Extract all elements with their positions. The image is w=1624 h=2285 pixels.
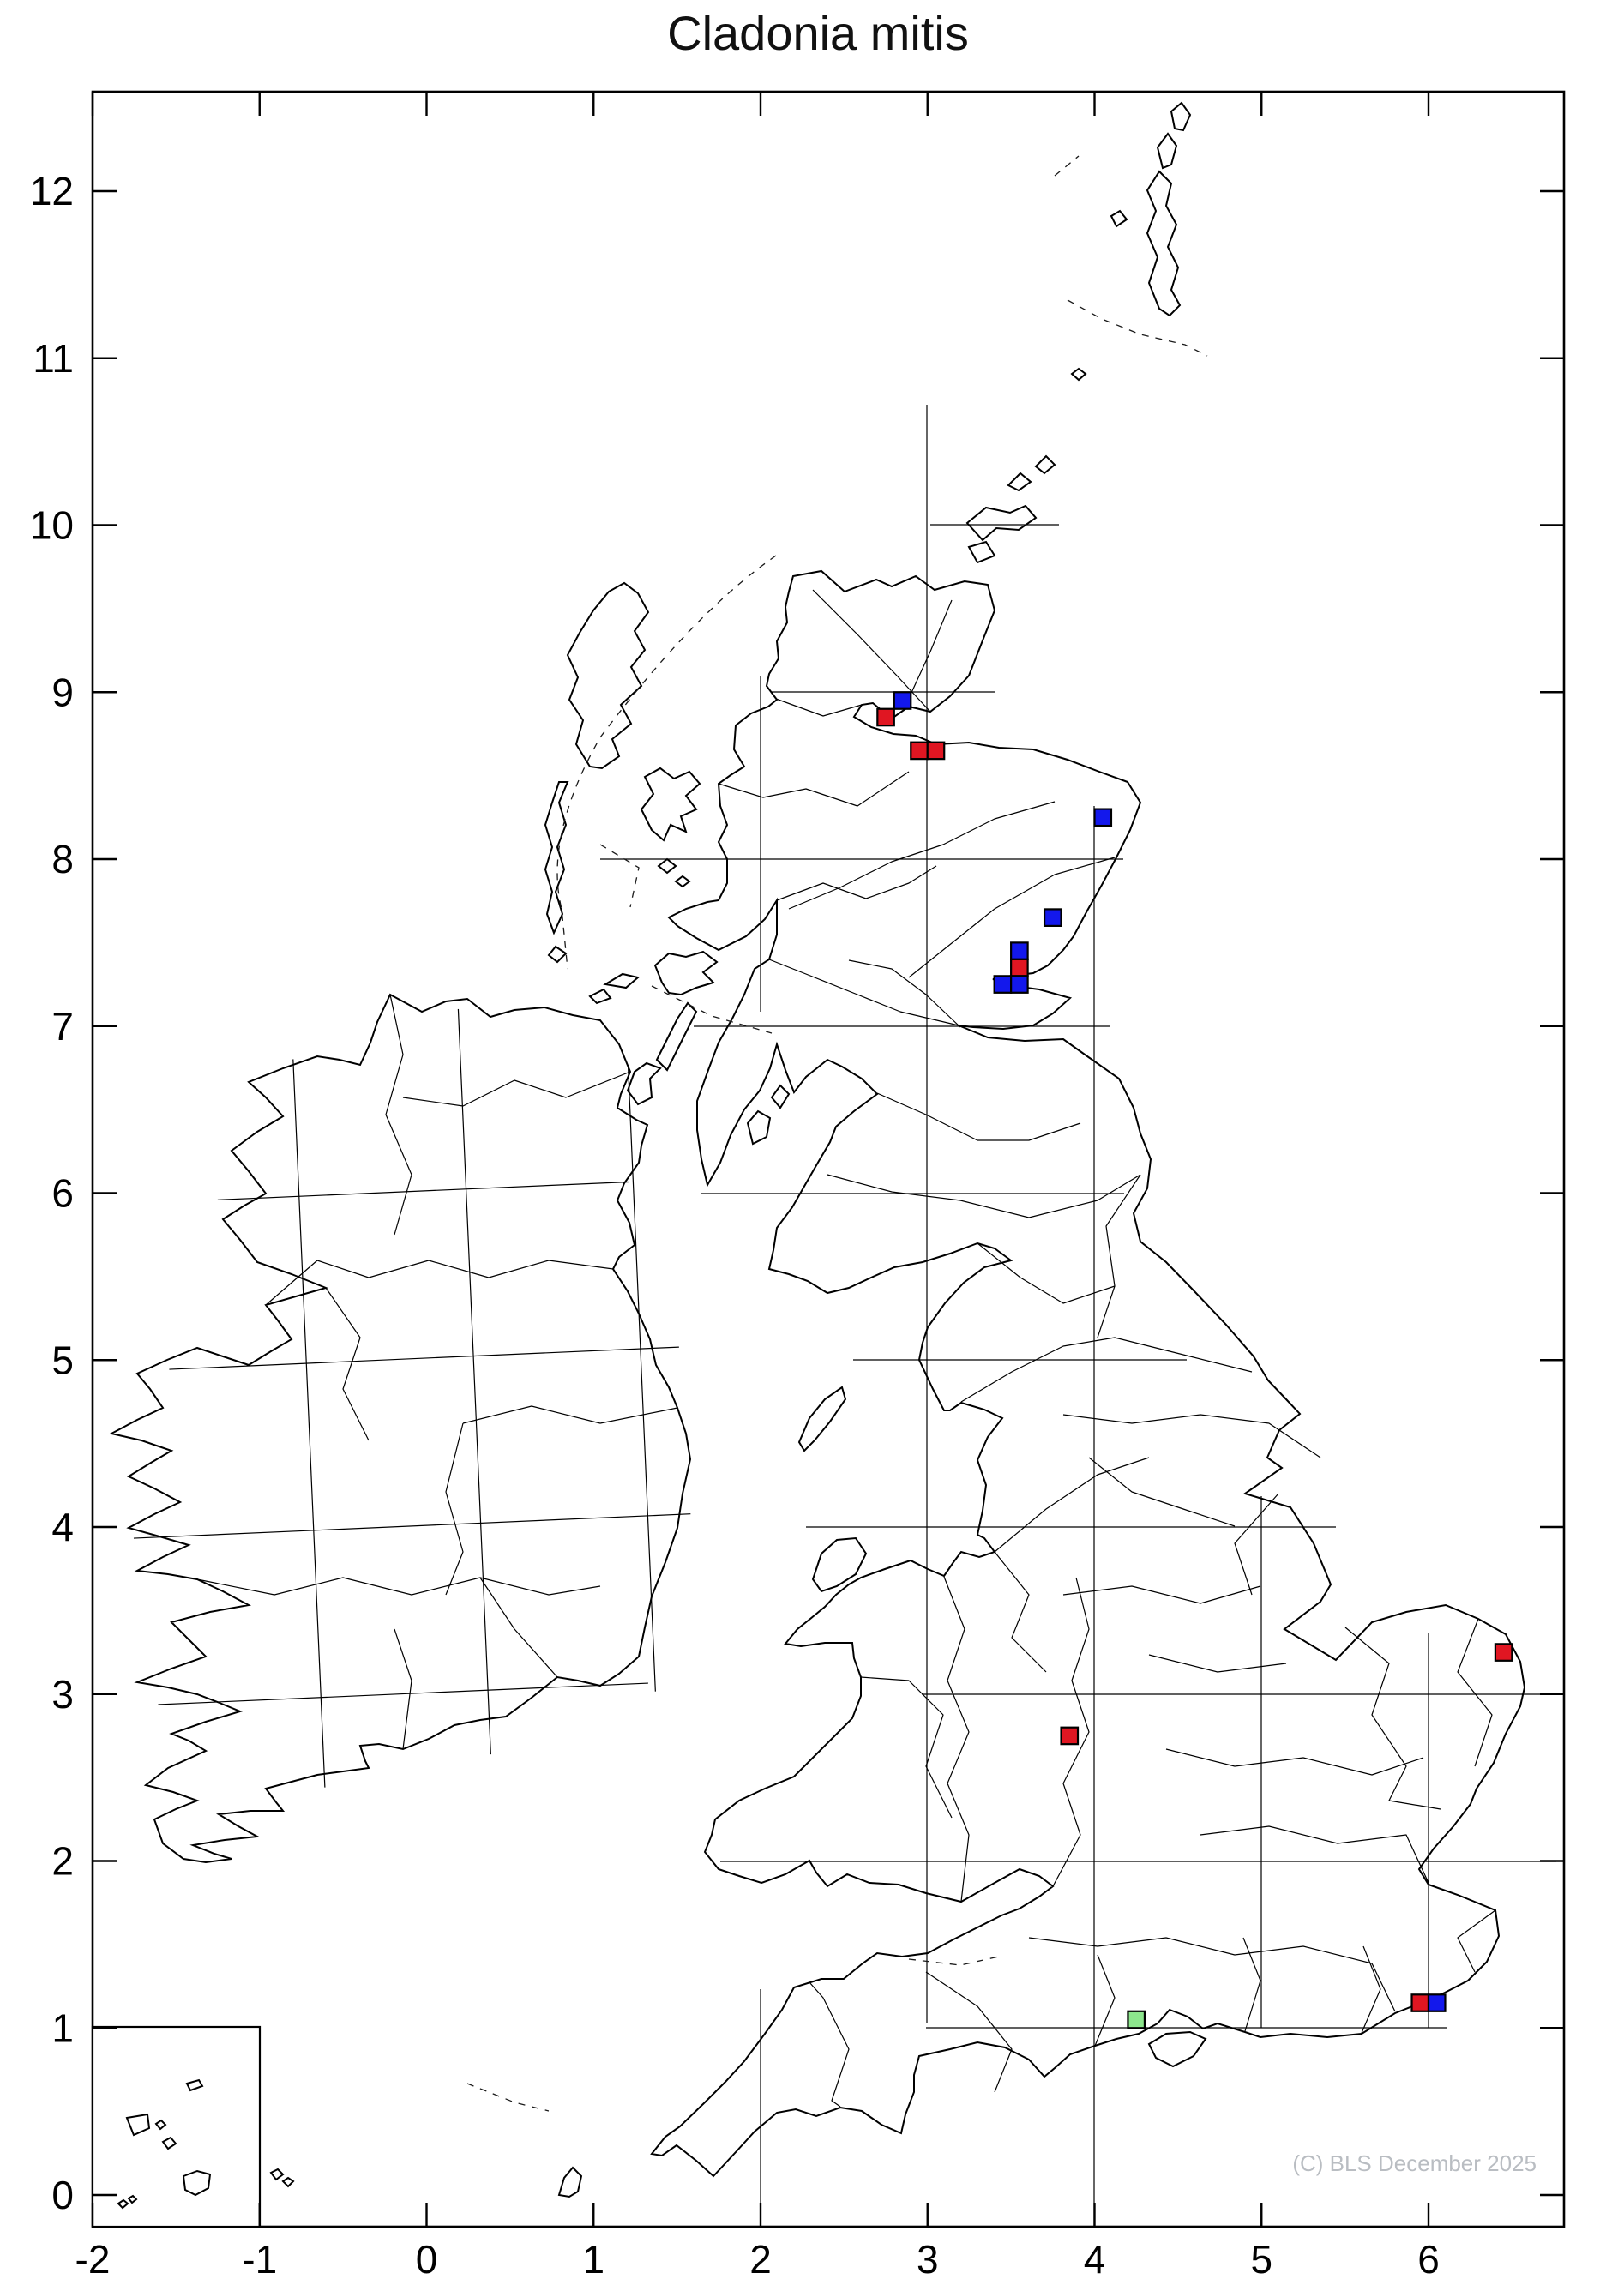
islay-island [626, 1061, 662, 1106]
arran-island [746, 1109, 772, 1146]
distribution-marker-blue [1093, 808, 1113, 827]
anglesey-island [811, 1536, 868, 1593]
great-britain-coastline [650, 569, 1526, 2178]
isle-of-man [797, 1386, 847, 1452]
inset-frame [91, 2025, 262, 2228]
uists-chain [544, 781, 569, 935]
x-tick-label: 3 [917, 2237, 939, 2281]
orkney-north-isle [1007, 472, 1032, 492]
orkney-north-isle-2 [1034, 454, 1056, 475]
distribution-marker-blue [993, 975, 1013, 994]
y-tick-label: 5 [51, 1338, 74, 1382]
copyright-watermark: (C) BLS December 2025 [1292, 2150, 1537, 2176]
unst-island [1170, 101, 1192, 132]
irish-grid-lines [133, 1008, 691, 1788]
y-tick-label: 7 [51, 1004, 74, 1049]
sark-island [161, 2136, 177, 2150]
distribution-marker-blue [1427, 1993, 1447, 2012]
distribution-marker-red [910, 741, 929, 761]
herm-island [154, 2119, 167, 2131]
barra-island [547, 945, 568, 964]
distribution-marker-red [1494, 1643, 1513, 1662]
map-title: Cladonia mitis [667, 6, 969, 60]
jura-island [655, 1001, 698, 1072]
shetland-islands [1146, 170, 1182, 317]
fair-isle [1070, 367, 1087, 382]
distribution-marker-red [876, 707, 895, 727]
ireland-coastline [109, 993, 692, 1864]
y-tick-label: 10 [30, 503, 74, 548]
y-tick-label: 2 [51, 1839, 74, 1884]
yell-island [1156, 132, 1178, 170]
vice-county-boundaries [196, 589, 1496, 2108]
y-tick-label: 12 [30, 169, 74, 213]
y-tick-label: 9 [51, 670, 74, 714]
distribution-marker-blue [1010, 975, 1029, 994]
coll-island [603, 972, 641, 989]
maritime-boundary-dashes [466, 155, 1208, 2112]
distribution-marker-red [926, 741, 946, 761]
x-tick-label: 0 [416, 2237, 438, 2281]
x-tick-label: -2 [75, 2237, 111, 2281]
y-tick-label: 1 [51, 2005, 74, 2050]
distribution-marker-red [1410, 1993, 1430, 2012]
distribution-marker-blue [893, 691, 912, 710]
y-tick-label: 4 [51, 1505, 74, 1549]
x-tick-label: -1 [242, 2237, 277, 2281]
distribution-marker-blue [1010, 941, 1029, 960]
hoy-island [967, 540, 996, 564]
minquiers-rocks [117, 2194, 138, 2210]
y-tick-label: 8 [51, 837, 74, 881]
y-tick-label: 11 [33, 336, 74, 381]
french-coast-fragment [557, 2166, 583, 2198]
x-tick-label: 2 [749, 2237, 772, 2281]
distribution-marker-red [1010, 958, 1029, 977]
channel-islands-inset [91, 2025, 262, 2228]
rum-island [657, 857, 677, 875]
orkney-mainland [965, 504, 1038, 542]
skye-island [640, 767, 701, 842]
y-tick-label: 6 [51, 1171, 74, 1216]
guernsey-island [125, 2113, 151, 2137]
jersey-island [182, 2169, 212, 2197]
x-tick-label: 1 [582, 2237, 604, 2281]
alderney-island [185, 2078, 204, 2092]
distribution-marker-blue [1043, 908, 1062, 928]
x-tick-label: 4 [1084, 2237, 1106, 2281]
plot-frame [91, 90, 1566, 2228]
bute-island [770, 1084, 791, 1109]
tiree-island [588, 988, 612, 1005]
isle-of-wight [1147, 2030, 1207, 2068]
y-tick-label: 0 [51, 2173, 74, 2217]
scilly-isles [269, 2168, 295, 2188]
british-grid-lines [600, 405, 1564, 2226]
coastline-layer [109, 101, 1526, 2198]
x-tick-label: 6 [1417, 2237, 1440, 2281]
y-tick-label: 3 [51, 1672, 74, 1717]
eigg-island [674, 875, 691, 888]
distribution-marker-red [1060, 1726, 1080, 1746]
distribution-marker-green [1127, 2010, 1146, 2029]
mull-island [653, 950, 719, 996]
lewis-harris [566, 581, 650, 770]
foula-island [1110, 209, 1128, 228]
record-markers [876, 691, 1513, 2029]
x-tick-label: 5 [1250, 2237, 1272, 2281]
